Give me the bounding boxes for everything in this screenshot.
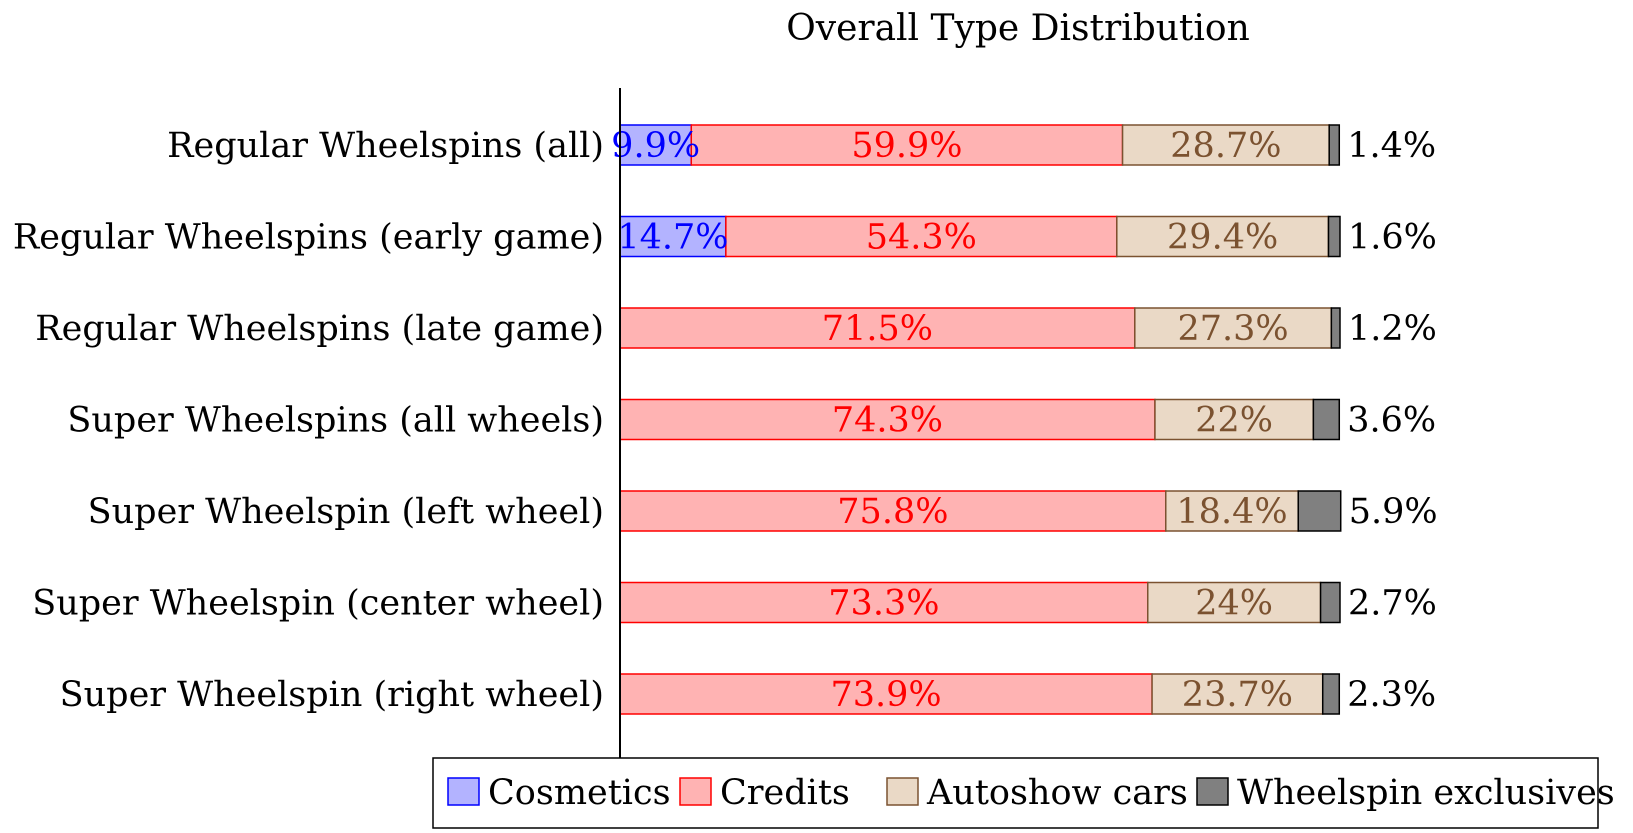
data-label: 24% (1195, 584, 1273, 624)
legend-frame (432, 757, 1599, 829)
data-label: 1.6% (1348, 218, 1437, 258)
data-label: 1.4% (1347, 126, 1436, 166)
category-labels: Regular Wheelspins (all) Regular Wheelspi… (13, 126, 604, 715)
legend-swatch (886, 777, 919, 806)
legend-label: Wheelspin exclusives (1237, 773, 1615, 813)
bar-segment (1328, 124, 1341, 166)
bar-segment (1312, 398, 1341, 441)
data-label: 18.4% (1176, 492, 1287, 532)
data-label: 27.3% (1177, 309, 1288, 349)
bar-segment (1321, 673, 1341, 715)
bar-segment (690, 124, 1124, 166)
data-label: 3.6% (1347, 401, 1436, 441)
category-label: Super Wheelspin (center wheel) (32, 584, 604, 624)
bar-segment (619, 673, 1153, 715)
chart-title: Overall Type Distribution (786, 8, 1250, 49)
category-label: Regular Wheelspins (early game) (13, 218, 604, 258)
bar-segment (1330, 307, 1341, 349)
bar-segment (1151, 673, 1324, 715)
data-label: 5.9% (1349, 492, 1438, 532)
data-label: 59.9% (851, 126, 962, 166)
data-label: 71.5% (822, 309, 933, 349)
data-label: 74.3% (832, 401, 943, 441)
data-label: 9.9% (611, 126, 700, 166)
data-label: 14.7% (617, 218, 728, 258)
data-label: 22% (1195, 401, 1273, 441)
bars (619, 124, 1342, 715)
category-label: Super Wheelspins (all wheels) (67, 401, 604, 441)
bar-segment (725, 215, 1118, 258)
bar-segment (1327, 215, 1341, 258)
legend-swatch (1196, 777, 1229, 806)
data-label: 75.8% (837, 492, 948, 532)
bar-segment (619, 307, 1136, 349)
bar-segment (1121, 124, 1330, 166)
legend-swatch (447, 777, 480, 806)
data-label: 73.9% (830, 675, 941, 715)
data-label: 2.7% (1348, 584, 1437, 624)
bar-segment (619, 398, 1156, 441)
segment-labels: 9.9% 59.9% 28.7% 1.4% 14.7% 54.3% 29.4% 1.6% 71.… (611, 126, 1437, 715)
bar-segment (1319, 581, 1341, 624)
bar-segment (1297, 490, 1342, 532)
legend-swatch (679, 777, 712, 806)
legend-label: Credits (720, 773, 850, 813)
bar-segment (1147, 581, 1322, 624)
category-label: Regular Wheelspins (all) (167, 126, 604, 166)
data-label: 1.2% (1348, 309, 1437, 349)
bar-segment (1134, 307, 1333, 349)
legend-label: Cosmetics (488, 773, 671, 813)
data-label: 73.3% (828, 584, 939, 624)
legend: Cosmetics Credits Autoshow cars Wheelspin e… (432, 757, 1615, 829)
data-label: 29.4% (1167, 218, 1278, 258)
legend-label: Autoshow cars (926, 773, 1188, 813)
data-label: 2.3% (1347, 675, 1436, 715)
data-label: 28.7% (1170, 126, 1281, 166)
bar-segment (1116, 215, 1330, 258)
data-label: 23.7% (1182, 675, 1293, 715)
category-label: Super Wheelspin (left wheel) (88, 492, 604, 532)
category-label: Regular Wheelspins (late game) (35, 309, 604, 349)
data-label: 54.3% (866, 218, 977, 258)
bar-segment (1165, 490, 1299, 532)
category-label: Super Wheelspin (right wheel) (60, 675, 604, 715)
